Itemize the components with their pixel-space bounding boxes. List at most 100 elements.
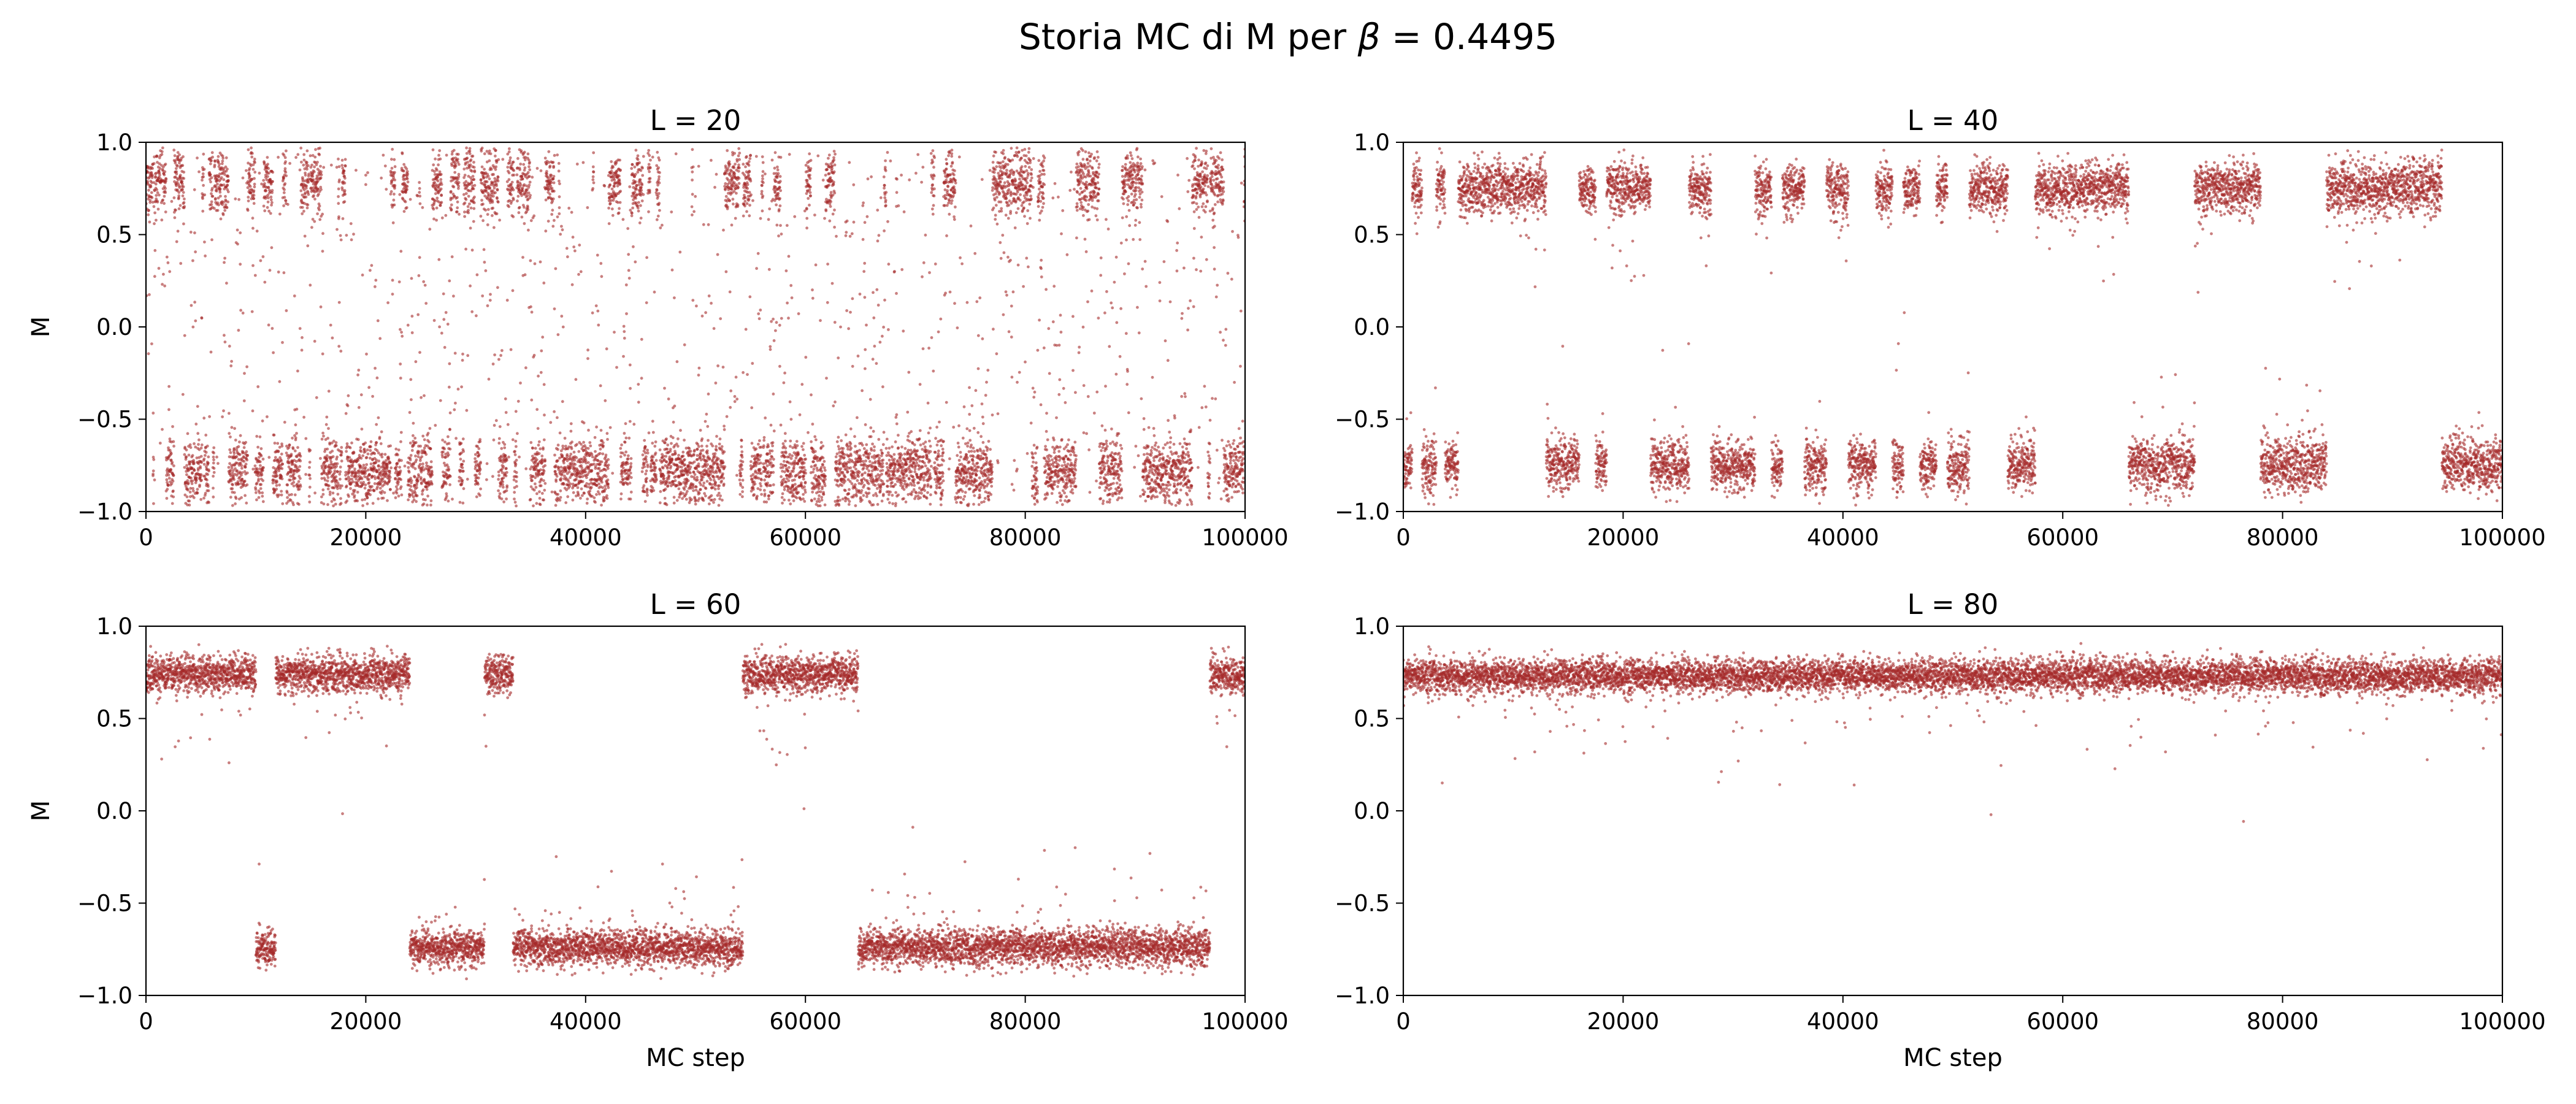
data-point: [261, 419, 264, 423]
data-point: [223, 261, 226, 264]
data-point: [177, 178, 180, 182]
data-point: [150, 191, 153, 194]
data-point: [240, 473, 243, 477]
data-point: [156, 191, 159, 194]
data-point: [448, 483, 451, 486]
data-point: [379, 482, 382, 486]
data-point: [293, 477, 297, 480]
data-point: [718, 442, 721, 446]
data-point: [697, 491, 701, 495]
subplot-grid: 0 20000 40000 60000 80000 100000−1.0−0.50.00.…: [27, 104, 2546, 1072]
data-point: [380, 480, 384, 483]
data-point: [447, 453, 450, 457]
data-point: [313, 155, 317, 159]
data-point: [643, 439, 646, 442]
data-point: [645, 480, 648, 483]
data-point: [364, 174, 367, 177]
data-point: [356, 438, 360, 442]
data-point: [371, 394, 374, 398]
data-point: [212, 467, 216, 470]
data-point: [528, 180, 532, 184]
data-point: [401, 152, 404, 155]
data-point: [212, 475, 215, 478]
data-point: [454, 164, 458, 168]
data-point: [637, 201, 640, 204]
data-point: [191, 259, 194, 263]
data-point: [225, 206, 229, 209]
data-point: [407, 466, 410, 469]
data-point: [425, 461, 428, 465]
data-point: [751, 477, 754, 481]
data-point: [229, 364, 233, 367]
data-point: [470, 182, 473, 185]
data-point: [195, 456, 199, 459]
data-point: [562, 483, 565, 486]
data-point: [201, 178, 204, 182]
data-point: [319, 176, 323, 180]
data-point: [207, 461, 210, 465]
data-point: [216, 182, 219, 186]
data-point: [267, 456, 271, 459]
data-point: [673, 296, 676, 299]
data-point: [280, 452, 283, 456]
data-point: [610, 207, 614, 211]
data-point: [275, 484, 278, 487]
data-point: [468, 149, 472, 153]
data-point: [513, 453, 517, 456]
data-point: [321, 493, 325, 496]
data-point: [271, 171, 275, 174]
data-point: [237, 483, 240, 486]
data-point: [737, 147, 741, 150]
data-point: [588, 489, 592, 493]
data-point: [489, 152, 493, 156]
data-point: [258, 456, 261, 459]
data-point: [182, 155, 185, 158]
data-point: [655, 164, 659, 167]
data-point: [315, 396, 318, 399]
data-point: [198, 483, 201, 487]
data-point: [189, 231, 193, 234]
data-point: [502, 465, 505, 469]
data-point: [739, 471, 742, 475]
data-point: [527, 228, 530, 232]
data-point: [544, 229, 548, 233]
data-point: [531, 454, 534, 458]
data-point: [352, 451, 356, 454]
data-point: [379, 442, 383, 445]
data-point: [415, 486, 418, 489]
data-point: [275, 474, 279, 478]
data-point: [240, 464, 243, 467]
data-point: [729, 389, 733, 393]
data-point: [501, 483, 504, 486]
data-point: [380, 176, 383, 180]
data-point: [304, 473, 307, 476]
data-point: [689, 450, 692, 453]
data-point: [703, 420, 707, 423]
data-point: [640, 186, 643, 190]
subplot-1: 0 20000 40000 60000 80000 100000−1.0−0.50.00.…: [27, 104, 1289, 551]
data-point: [501, 158, 505, 161]
data-point: [261, 479, 265, 482]
data-point: [261, 458, 265, 461]
data-point: [415, 494, 419, 497]
data-point: [645, 491, 649, 494]
data-point: [355, 477, 358, 481]
data-point: [304, 171, 307, 175]
data-point: [222, 201, 225, 204]
data-point: [479, 461, 482, 464]
data-point: [467, 209, 470, 212]
data-point: [463, 215, 466, 218]
data-point: [519, 183, 523, 186]
data-point: [347, 475, 350, 479]
data-point: [611, 166, 615, 169]
data-point: [353, 494, 356, 497]
data-point: [216, 209, 220, 212]
data-point: [247, 172, 251, 175]
data-point: [480, 165, 484, 169]
data-point: [182, 171, 186, 174]
data-point: [575, 443, 578, 446]
data-point: [494, 155, 497, 158]
data-point: [261, 500, 265, 504]
data-point: [553, 453, 556, 457]
data-point: [212, 486, 215, 490]
